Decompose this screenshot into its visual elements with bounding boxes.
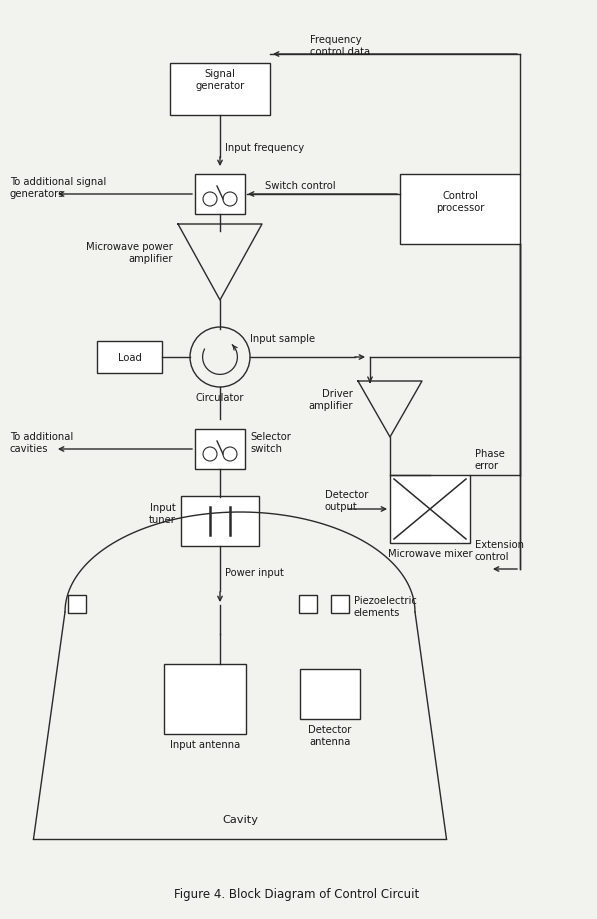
Text: Input antenna: Input antenna bbox=[170, 739, 240, 749]
Text: Control
processor: Control processor bbox=[436, 191, 484, 212]
Text: Selector
switch: Selector switch bbox=[250, 432, 291, 453]
Text: To additional
cavities: To additional cavities bbox=[10, 432, 73, 453]
Bar bbox=[195, 429, 245, 470]
Bar bbox=[300, 669, 360, 720]
Text: Microwave power
amplifier: Microwave power amplifier bbox=[86, 242, 173, 264]
Text: Frequency
control data: Frequency control data bbox=[310, 35, 370, 57]
Bar bbox=[390, 475, 470, 543]
Text: Piezoelectric
elements: Piezoelectric elements bbox=[354, 596, 417, 617]
Text: Signal
generator: Signal generator bbox=[195, 69, 245, 91]
Bar bbox=[68, 596, 86, 613]
Bar bbox=[97, 342, 162, 374]
Text: Figure 4. Block Diagram of Control Circuit: Figure 4. Block Diagram of Control Circu… bbox=[174, 888, 420, 901]
Text: Circulator: Circulator bbox=[196, 392, 244, 403]
Text: Microwave mixer: Microwave mixer bbox=[387, 549, 472, 559]
Bar bbox=[299, 596, 317, 613]
Text: Extension
control: Extension control bbox=[475, 539, 524, 561]
Text: Phase
error: Phase error bbox=[475, 448, 505, 471]
Bar bbox=[400, 175, 520, 244]
Text: Driver
amplifier: Driver amplifier bbox=[309, 389, 353, 411]
Text: Input
tuner: Input tuner bbox=[149, 503, 176, 524]
Text: Cavity: Cavity bbox=[222, 814, 258, 824]
Bar bbox=[331, 596, 349, 613]
Text: Detector
antenna: Detector antenna bbox=[308, 724, 352, 746]
Text: To additional signal
generators: To additional signal generators bbox=[10, 176, 106, 199]
Bar bbox=[164, 664, 246, 734]
Bar bbox=[195, 175, 245, 215]
Text: Load: Load bbox=[118, 353, 142, 363]
Text: Power input: Power input bbox=[225, 567, 284, 577]
Text: Switch control: Switch control bbox=[265, 181, 336, 191]
Bar bbox=[181, 496, 259, 547]
Bar bbox=[170, 64, 270, 116]
Text: Input sample: Input sample bbox=[250, 334, 315, 344]
Text: Detector
output: Detector output bbox=[325, 490, 368, 511]
Text: Input frequency: Input frequency bbox=[225, 142, 304, 153]
